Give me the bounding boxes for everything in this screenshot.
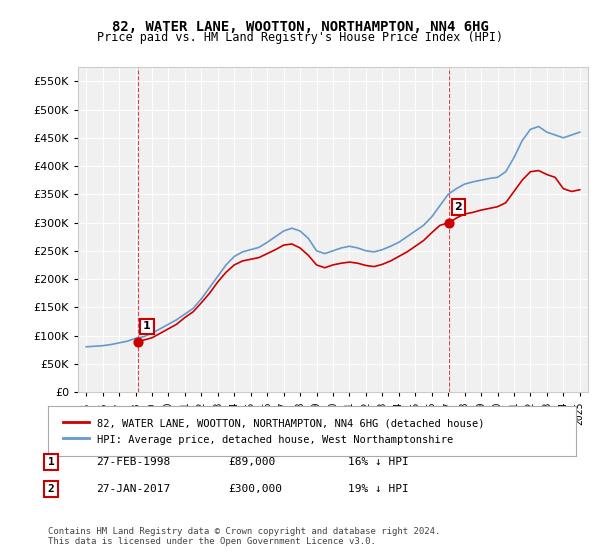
Point [133, 337, 143, 346]
Point [445, 218, 454, 227]
Text: £300,000: £300,000 [228, 484, 282, 494]
Text: £89,000: £89,000 [228, 457, 275, 467]
Text: 27-FEB-1998: 27-FEB-1998 [96, 457, 170, 467]
Text: 16% ↓ HPI: 16% ↓ HPI [348, 457, 409, 467]
Text: 2: 2 [47, 484, 55, 494]
Text: 19% ↓ HPI: 19% ↓ HPI [348, 484, 409, 494]
Text: 82, WATER LANE, WOOTTON, NORTHAMPTON, NN4 6HG: 82, WATER LANE, WOOTTON, NORTHAMPTON, NN… [112, 20, 488, 34]
Legend: 82, WATER LANE, WOOTTON, NORTHAMPTON, NN4 6HG (detached house), HPI: Average pri: 82, WATER LANE, WOOTTON, NORTHAMPTON, NN… [58, 414, 488, 449]
Text: Price paid vs. HM Land Registry's House Price Index (HPI): Price paid vs. HM Land Registry's House … [97, 31, 503, 44]
Text: 27-JAN-2017: 27-JAN-2017 [96, 484, 170, 494]
Text: 1: 1 [143, 321, 151, 332]
Text: Contains HM Land Registry data © Crown copyright and database right 2024.
This d: Contains HM Land Registry data © Crown c… [48, 526, 440, 546]
Text: 1: 1 [47, 457, 55, 467]
Text: 2: 2 [454, 202, 462, 212]
